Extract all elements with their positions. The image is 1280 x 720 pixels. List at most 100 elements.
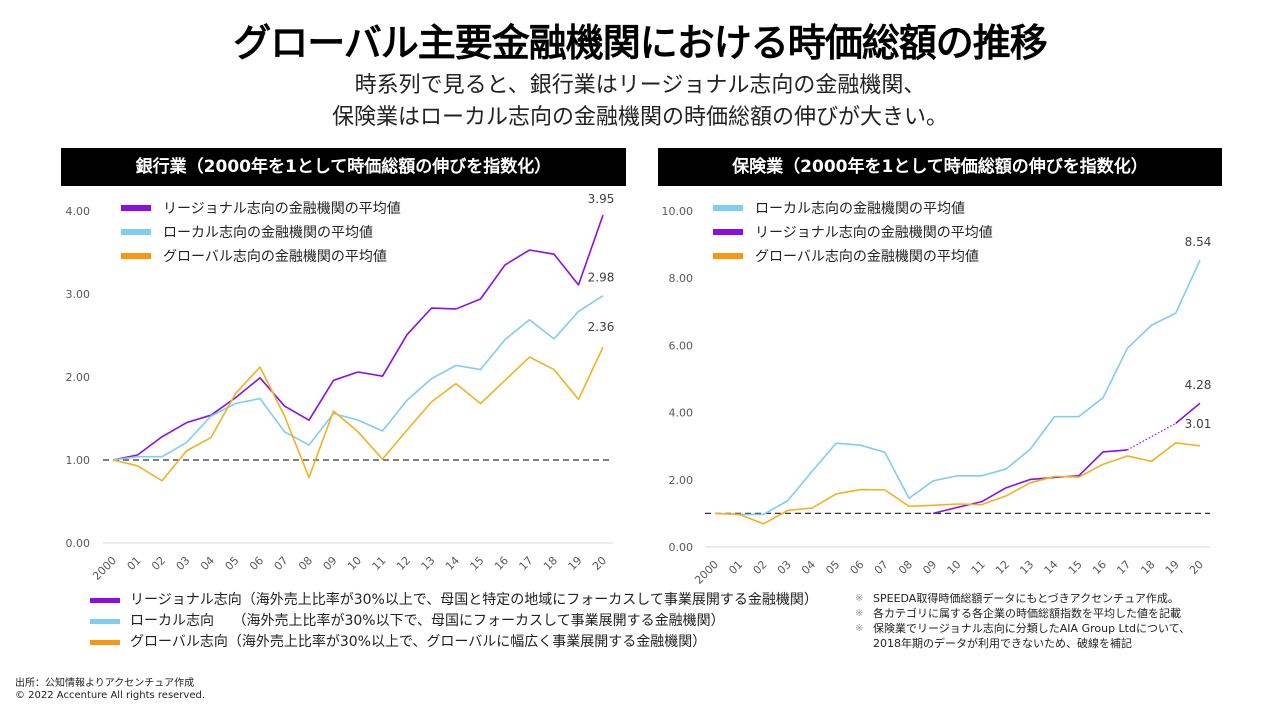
note-text: 保険業でリージョナル志向に分類したAIA Group Ltdについて、 2018… bbox=[873, 622, 1191, 650]
y-tick-label: 1.00 bbox=[66, 454, 91, 467]
x-tick-label: 04 bbox=[799, 558, 818, 577]
x-tick-label: 09 bbox=[321, 554, 340, 573]
note-mark-icon: ※ bbox=[855, 593, 864, 604]
global-end-data-label: 2.36 bbox=[588, 320, 615, 334]
x-tick-label: 02 bbox=[751, 558, 770, 577]
local-series-line bbox=[112, 294, 604, 461]
note-item: ※ 保険業でリージョナル志向に分類したAIA Group Ltdについて、 20… bbox=[855, 621, 1190, 651]
note-item: ※ SPEEDA取得時価総額データにもとづきアクセンチュア作成。 bbox=[855, 591, 1190, 606]
copyright: © 2022 Accenture All rights reserved. bbox=[15, 690, 206, 701]
regional-series-line bbox=[1175, 402, 1201, 424]
note-text: SPEEDA取得時価総額データにもとづきアクセンチュア作成。 bbox=[873, 592, 1179, 605]
local-swatch bbox=[90, 619, 120, 624]
local-legend-label: ローカル志向の金融機関の平均値 bbox=[163, 225, 373, 241]
x-tick-label: 08 bbox=[896, 558, 915, 577]
source-note: 出所：公知情報よりアクセンチュア作成 bbox=[15, 678, 195, 689]
banking-chart: 0.00 1.00 2.00 3.00 4.00 2000 01 02 03 04 05 06 07 08… bbox=[66, 192, 615, 583]
legend-local-definition: ローカル志向 （海外売上比率が30%以下で、母国にフォーカスして事業展開する金融… bbox=[90, 611, 818, 632]
note-text: 各カテゴリに属する各企業の時価総額指数を平均した値を記載 bbox=[873, 607, 1181, 620]
y-tick-label: 2.00 bbox=[66, 371, 91, 384]
x-tick-label: 10 bbox=[945, 558, 964, 577]
x-tick-label: 05 bbox=[223, 554, 242, 573]
x-tick-label: 01 bbox=[125, 554, 144, 573]
x-tick-label: 01 bbox=[726, 558, 745, 577]
y-tick-label: 0.00 bbox=[669, 541, 694, 554]
x-tick-label: 16 bbox=[1090, 558, 1109, 577]
x-tick-label: 16 bbox=[492, 554, 511, 573]
local-end-data-label: 2.98 bbox=[588, 271, 615, 285]
x-tick-label: 05 bbox=[823, 558, 842, 577]
x-tick-label: 12 bbox=[394, 554, 413, 573]
regional-series-line bbox=[112, 214, 604, 461]
note-mark-icon: ※ bbox=[855, 608, 864, 619]
x-tick-label: 11 bbox=[370, 554, 389, 573]
y-tick-label: 4.00 bbox=[669, 407, 694, 420]
x-tick-label: 06 bbox=[848, 558, 867, 577]
x-tick-label: 03 bbox=[174, 554, 193, 573]
x-tick-label: 11 bbox=[969, 558, 988, 577]
note-item: ※ 各カテゴリに属する各企業の時価総額指数を平均した値を記載 bbox=[855, 606, 1190, 621]
x-tick-label: 2000 bbox=[692, 558, 721, 585]
local-legend-label: ローカル志向の金融機関の平均値 bbox=[755, 201, 965, 217]
category-definitions-legend: リージョナル志向（海外売上比率が30%以上で、母国と特定の地域にフォーカスして事… bbox=[90, 590, 818, 653]
insurance-chart: 0.00 2.00 4.00 6.00 8.00 10.00 2000 01 02 03 04 05 0… bbox=[662, 201, 1212, 585]
x-tick-label: 02 bbox=[149, 554, 168, 573]
y-tick-label: 4.00 bbox=[66, 205, 91, 218]
regional-swatch bbox=[90, 598, 120, 603]
regional-legend-label: リージョナル志向の金融機関の平均値 bbox=[755, 225, 993, 241]
global-series-line bbox=[112, 346, 604, 482]
global-legend-swatch bbox=[121, 253, 151, 259]
y-tick-label: 0.00 bbox=[66, 537, 91, 550]
y-tick-label: 2.00 bbox=[669, 474, 694, 487]
subtitle-line-2: 保険業はローカル志向の金融機関の時価総額の伸びが大きい。 bbox=[331, 105, 948, 130]
y-tick-label: 3.00 bbox=[66, 288, 91, 301]
x-tick-label: 17 bbox=[517, 554, 536, 573]
note-mark-icon: ※ bbox=[855, 623, 864, 634]
x-tick-label: 2000 bbox=[90, 554, 119, 583]
global-swatch bbox=[90, 640, 120, 645]
regional-dotted-gap-line bbox=[1126, 422, 1177, 451]
x-tick-label: 08 bbox=[296, 554, 315, 573]
regional-legend-swatch bbox=[121, 205, 151, 211]
global-definition-text: グローバル志向（海外売上比率が30%以上で、グローバルに幅広く事業展開する金融機… bbox=[130, 634, 707, 650]
y-tick-label: 8.00 bbox=[669, 272, 694, 285]
insurance-panel-header: 保険業（2000年を1として時価総額の伸びを指数化） bbox=[658, 148, 1222, 186]
local-legend-swatch bbox=[713, 205, 743, 211]
regional-definition-text: リージョナル志向（海外売上比率が30%以上で、母国と特定の地域にフォーカスして事… bbox=[130, 592, 818, 608]
global-series-line bbox=[714, 442, 1201, 525]
x-tick-label: 12 bbox=[993, 558, 1012, 577]
regional-series-line bbox=[933, 449, 1128, 515]
local-legend-swatch bbox=[121, 229, 151, 235]
local-end-data-label: 8.54 bbox=[1185, 235, 1212, 249]
x-tick-label: 10 bbox=[345, 554, 364, 573]
x-tick-label: 06 bbox=[247, 554, 266, 573]
banking-panel-header: 銀行業（2000年を1として時価総額の伸びを指数化） bbox=[61, 148, 626, 186]
x-tick-label: 14 bbox=[443, 554, 462, 573]
regional-end-data-label: 3.95 bbox=[588, 192, 615, 206]
legend-regional-definition: リージョナル志向（海外売上比率が30%以上で、母国と特定の地域にフォーカスして事… bbox=[90, 590, 818, 611]
x-tick-label: 19 bbox=[566, 554, 585, 573]
x-tick-label: 20 bbox=[1187, 558, 1206, 577]
global-legend-label: グローバル志向の金融機関の平均値 bbox=[163, 249, 387, 265]
notes: ※ SPEEDA取得時価総額データにもとづきアクセンチュア作成。 ※ 各カテゴリ… bbox=[855, 591, 1190, 651]
x-tick-label: 07 bbox=[272, 554, 291, 573]
local-definition-text: ローカル志向 （海外売上比率が30%以下で、母国にフォーカスして事業展開する金融… bbox=[130, 613, 725, 629]
x-tick-label: 18 bbox=[541, 554, 560, 573]
global-legend-label: グローバル志向の金融機関の平均値 bbox=[755, 249, 979, 265]
x-tick-label: 04 bbox=[198, 554, 217, 573]
x-tick-label: 14 bbox=[1042, 558, 1061, 577]
x-tick-label: 18 bbox=[1139, 558, 1158, 577]
page-title: グローバル主要金融機関における時価総額の推移 bbox=[233, 21, 1048, 65]
x-tick-label: 13 bbox=[419, 554, 438, 573]
x-tick-label: 15 bbox=[1066, 558, 1085, 577]
subtitle: 時系列で見ると、銀行業はリージョナル志向の金融機関、 保険業はローカル志向の金融… bbox=[0, 70, 1280, 134]
x-tick-label: 13 bbox=[1017, 558, 1036, 577]
x-tick-label: 17 bbox=[1114, 558, 1133, 577]
regional-legend-label: リージョナル志向の金融機関の平均値 bbox=[163, 201, 401, 217]
y-tick-label: 10.00 bbox=[662, 205, 694, 218]
local-series-line bbox=[714, 259, 1201, 516]
x-tick-label: 03 bbox=[775, 558, 794, 577]
global-end-data-label: 3.01 bbox=[1185, 417, 1212, 431]
x-tick-label: 15 bbox=[468, 554, 487, 573]
x-tick-label: 07 bbox=[872, 558, 891, 577]
